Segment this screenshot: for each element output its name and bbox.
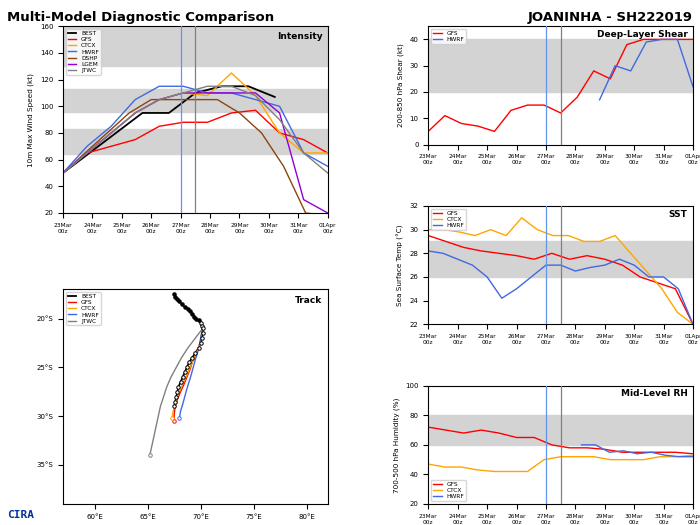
Legend: GFS, CTCX, HWRF: GFS, CTCX, HWRF [431,480,466,501]
Y-axis label: Sea Surface Temp (°C): Sea Surface Temp (°C) [397,224,404,306]
Text: Track: Track [295,296,323,304]
Text: Intensity: Intensity [276,32,323,41]
Text: Mid-Level RH: Mid-Level RH [621,390,687,398]
Legend: BEST, GFS, CTCX, HWRF, JTWC: BEST, GFS, CTCX, HWRF, JTWC [66,292,101,326]
Bar [63,89,328,112]
Y-axis label: 700-500 hPa Humidity (%): 700-500 hPa Humidity (%) [393,397,400,492]
Y-axis label: 200-850 hPa Shear (kt): 200-850 hPa Shear (kt) [398,44,404,127]
Legend: BEST, GFS, CTCX, HWRF, DSHP, LGEM, JTWC: BEST, GFS, CTCX, HWRF, DSHP, LGEM, JTWC [66,29,101,75]
Text: JOANINHA - SH222019: JOANINHA - SH222019 [528,10,693,24]
Bar [63,129,328,154]
Legend: GFS, HWRF: GFS, HWRF [431,29,466,44]
Y-axis label: 10m Max Wind Speed (kt): 10m Max Wind Speed (kt) [28,72,34,166]
Legend: GFS, CTCX, HWRF: GFS, CTCX, HWRF [431,209,466,230]
Text: CIRA: CIRA [7,510,34,520]
Bar [428,242,693,277]
Text: Multi-Model Diagnostic Comparison: Multi-Model Diagnostic Comparison [7,10,274,24]
Text: SST: SST [668,209,687,218]
Bar [428,39,693,92]
Text: Deep-Layer Shear: Deep-Layer Shear [597,30,687,39]
Bar [63,26,328,66]
Bar [428,415,693,445]
